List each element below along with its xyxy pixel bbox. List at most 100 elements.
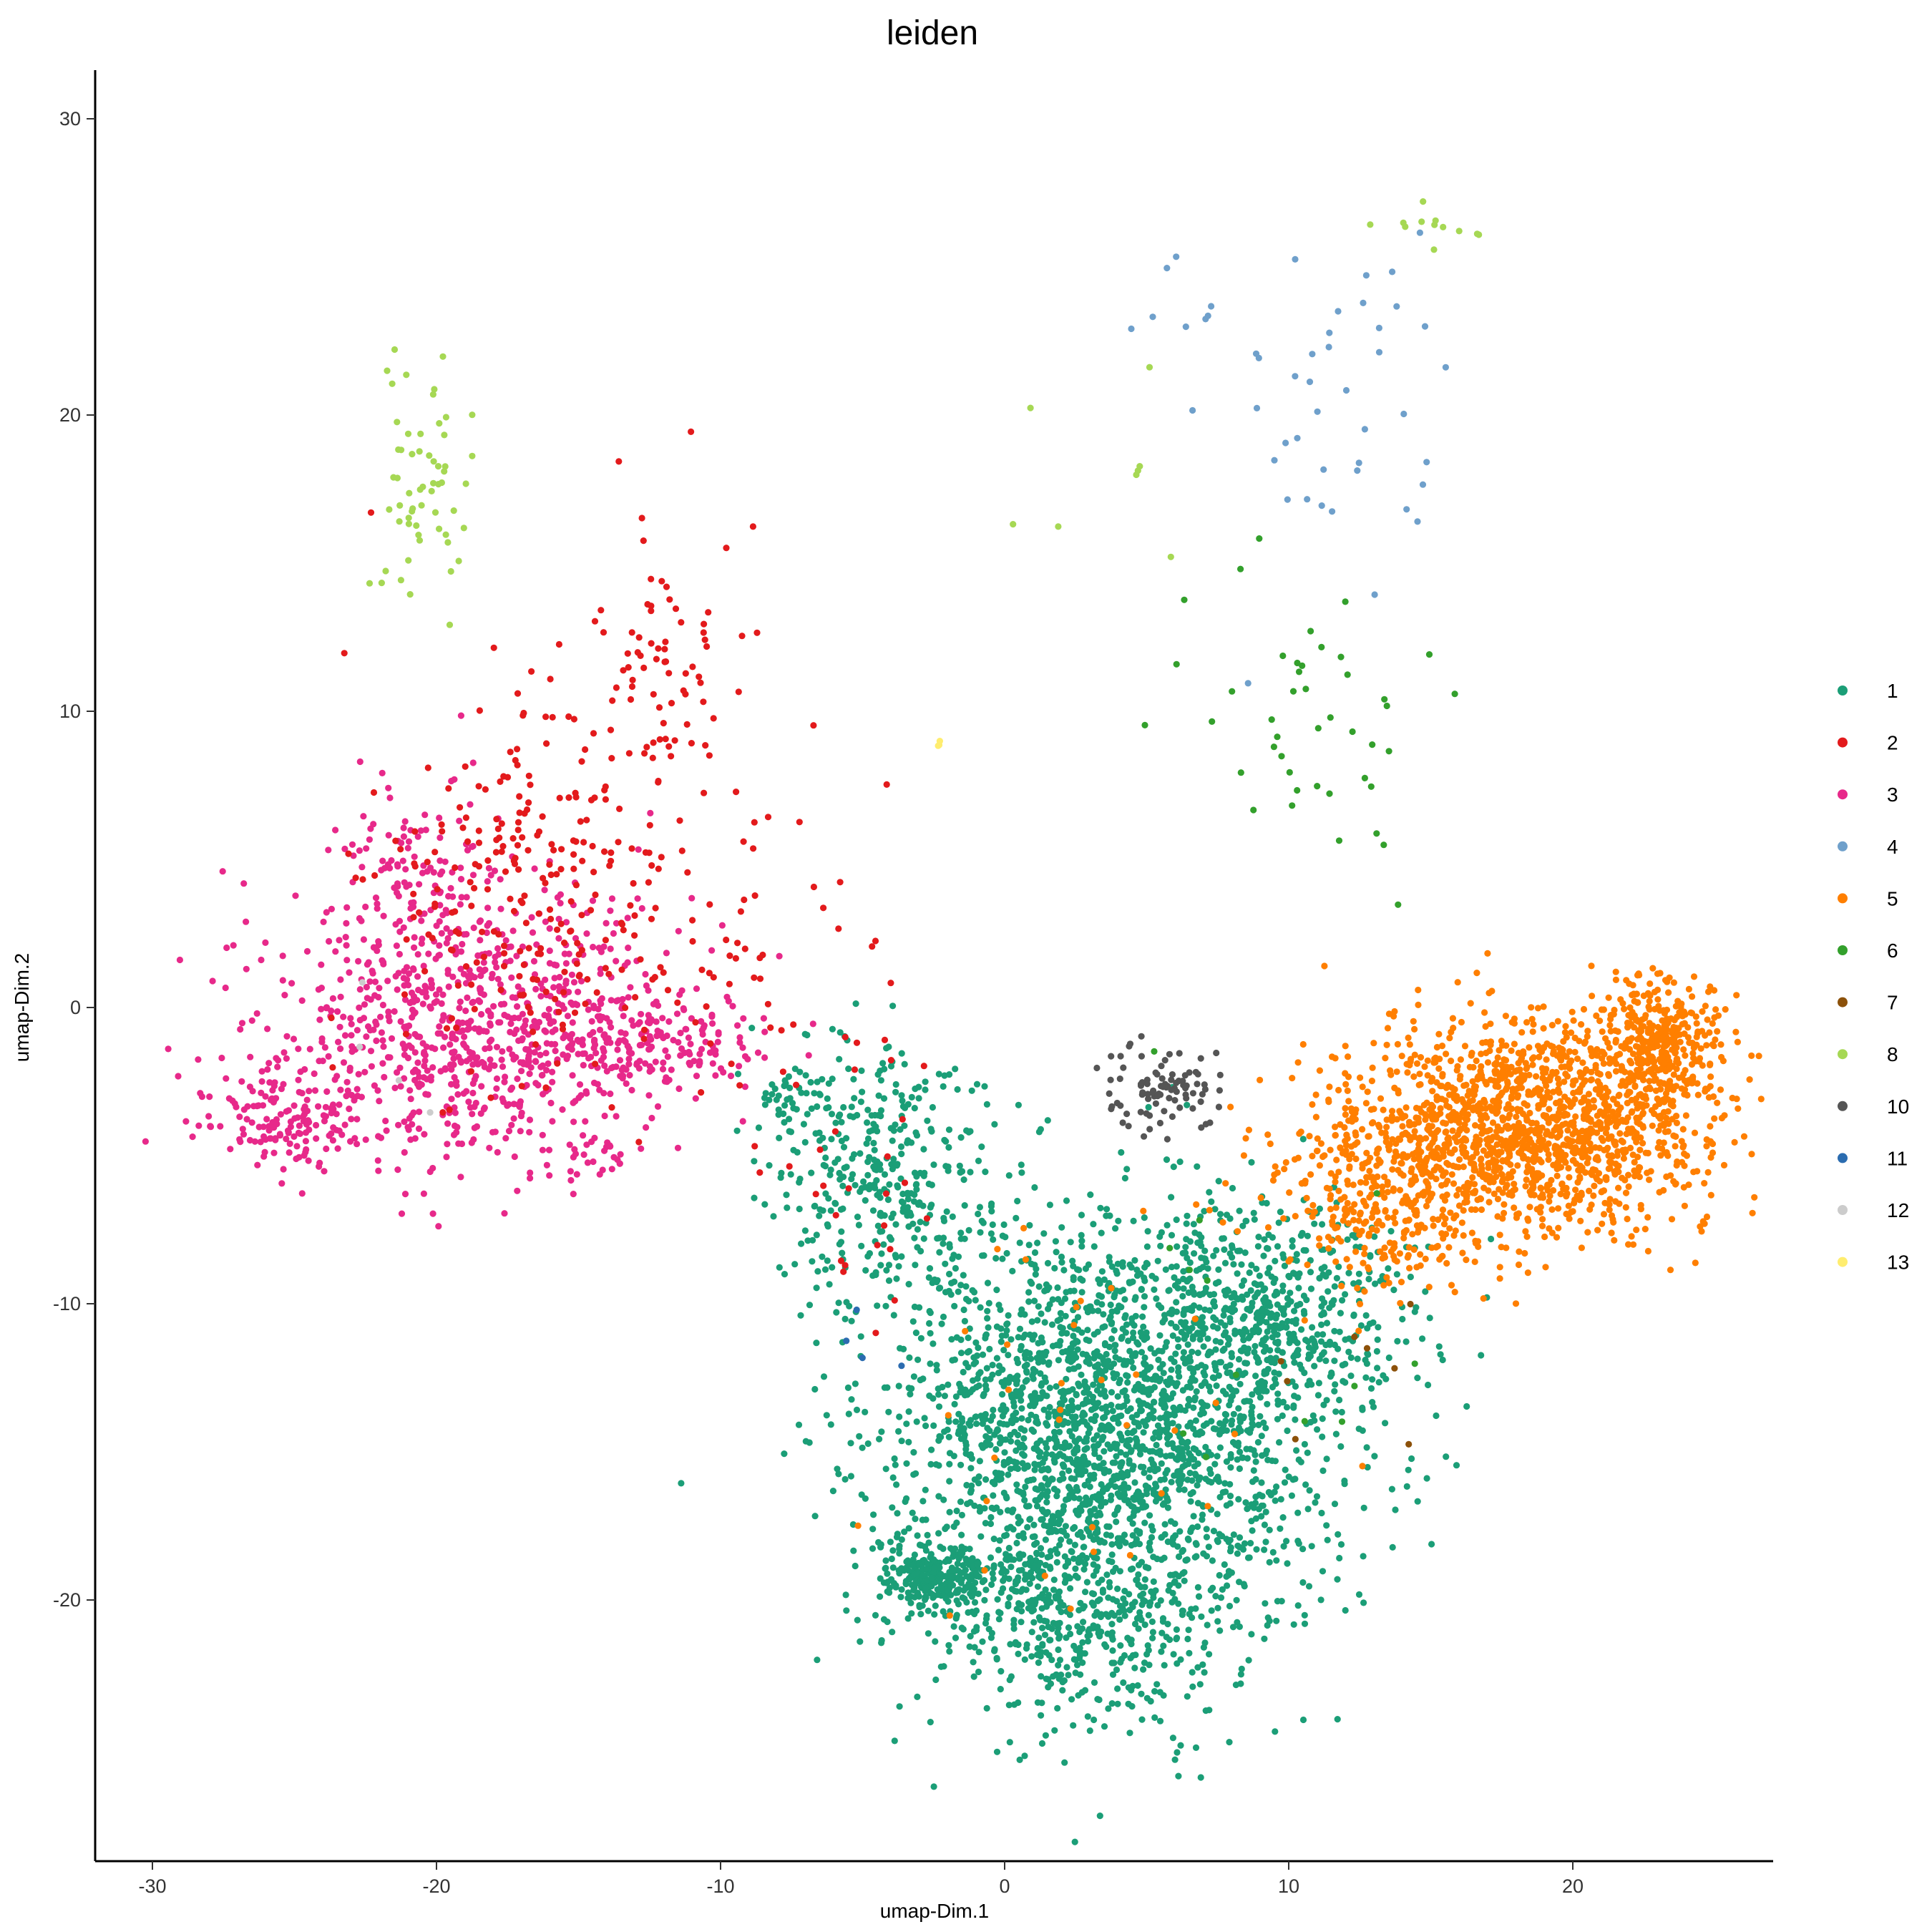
data-point-cluster-1 [857,1333,864,1340]
data-point-cluster-5 [1528,1004,1535,1011]
data-point-cluster-1 [1035,1340,1042,1347]
data-point-cluster-1 [1210,1298,1218,1305]
data-point-cluster-1 [1173,1308,1180,1315]
data-point-cluster-1 [1055,1296,1062,1303]
data-point-cluster-1 [1084,1638,1092,1645]
data-point-cluster-1 [877,1593,884,1600]
data-point-cluster-1 [769,1081,776,1088]
data-point-cluster-1 [911,1191,918,1199]
data-point-cluster-1 [1085,1477,1092,1484]
data-point-cluster-1 [733,1127,741,1134]
data-point-cluster-1 [1289,1318,1296,1325]
data-point-cluster-5 [1567,1143,1574,1150]
data-point-cluster-1 [990,1236,997,1243]
data-point-cluster-1 [801,1138,809,1146]
data-point-cluster-1 [1063,1289,1070,1296]
data-point-cluster-1 [1195,1430,1202,1437]
data-point-cluster-1 [1123,1393,1130,1400]
data-point-cluster-1 [1108,1308,1116,1315]
data-point-cluster-1 [930,1783,937,1790]
data-point-cluster-5 [1470,1143,1477,1151]
data-point-cluster-1 [1184,1358,1192,1365]
data-point-cluster-1 [946,1460,953,1468]
data-point-cluster-1 [1189,1683,1196,1690]
data-point-cluster-1 [1389,1543,1396,1551]
data-point-cluster-1 [999,1255,1006,1262]
data-point-cluster-1 [1038,1491,1046,1498]
data-point-cluster-1 [1163,1221,1171,1229]
data-point-cluster-1 [1184,1476,1191,1483]
data-point-cluster-1 [1059,1349,1066,1356]
data-point-cluster-1 [1051,1727,1058,1734]
data-point-cluster-1 [1045,1478,1053,1485]
data-point-cluster-1 [1242,1499,1249,1506]
data-point-cluster-1 [1186,1396,1193,1403]
data-point-cluster-1 [904,1594,912,1601]
data-point-cluster-1 [836,1111,844,1118]
data-point-cluster-1 [1112,1354,1119,1361]
data-point-cluster-1 [1155,1356,1162,1363]
data-point-cluster-5 [1515,1261,1523,1269]
data-point-cluster-1 [898,1586,905,1593]
data-point-cluster-1 [775,1092,782,1099]
data-point-cluster-1 [912,1516,919,1523]
data-point-cluster-1 [899,1097,906,1104]
data-point-cluster-1 [1011,1587,1018,1595]
data-point-cluster-1 [1005,1602,1012,1610]
data-point-cluster-5 [1537,1209,1544,1216]
data-point-cluster-5 [1544,1088,1551,1096]
data-point-cluster-5 [1511,1040,1518,1048]
data-point-cluster-5 [1523,1102,1531,1109]
data-point-cluster-1 [882,1564,889,1571]
data-point-cluster-1 [1004,1320,1011,1327]
data-point-cluster-1 [872,1611,879,1619]
data-point-cluster-1 [1195,1593,1203,1600]
data-point-cluster-1 [1031,1533,1038,1540]
data-point-cluster-1 [1265,1231,1272,1239]
data-point-cluster-1 [1113,1518,1120,1526]
data-point-cluster-1 [1018,1588,1025,1595]
data-point-cluster-1 [1043,1511,1050,1518]
data-point-cluster-1 [1223,1211,1231,1219]
data-point-cluster-1 [814,1103,821,1111]
data-point-cluster-1 [1022,1483,1029,1491]
data-point-cluster-1 [1073,1483,1080,1491]
data-point-cluster-1 [895,1263,902,1270]
data-point-cluster-1 [884,1570,891,1577]
data-point-cluster-1 [1237,1671,1244,1678]
data-point-cluster-1 [1157,1242,1164,1249]
data-point-cluster-1 [1022,1561,1029,1568]
data-point-cluster-1 [1151,1688,1158,1695]
data-point-cluster-5 [1411,1025,1418,1033]
data-point-cluster-1 [985,1324,992,1331]
data-point-cluster-1 [929,1279,936,1287]
data-point-cluster-1 [900,1345,907,1352]
data-point-cluster-1 [1342,1606,1349,1614]
data-point-cluster-5 [1513,1214,1521,1221]
data-point-cluster-1 [1076,1628,1083,1636]
data-point-cluster-1 [1123,1321,1131,1328]
data-point-cluster-1 [1107,1532,1114,1539]
data-point-cluster-5 [1599,1220,1606,1227]
data-point-cluster-1 [946,1648,953,1655]
data-point-cluster-1 [857,1150,864,1157]
data-point-cluster-1 [1292,1382,1299,1390]
data-point-cluster-1 [857,1188,864,1195]
data-point-cluster-1 [948,1336,955,1343]
data-point-cluster-5 [1616,1130,1624,1137]
data-point-cluster-1 [1075,1495,1083,1502]
data-point-cluster-1 [832,1119,839,1126]
data-point-cluster-1 [1254,1359,1262,1366]
data-point-cluster-1 [1308,1543,1315,1550]
data-point-cluster-1 [889,1137,896,1144]
data-point-cluster-1 [1258,1513,1265,1520]
data-point-cluster-5 [1345,1053,1352,1060]
data-point-cluster-1 [916,1604,923,1611]
data-point-cluster-5 [1257,1076,1264,1083]
data-point-cluster-1 [843,1607,850,1614]
data-point-cluster-1 [1264,1328,1271,1335]
data-point-cluster-1 [784,1096,791,1103]
data-point-cluster-1 [1259,1452,1266,1459]
data-point-cluster-1 [1191,1250,1198,1257]
data-point-cluster-1 [979,1351,987,1358]
